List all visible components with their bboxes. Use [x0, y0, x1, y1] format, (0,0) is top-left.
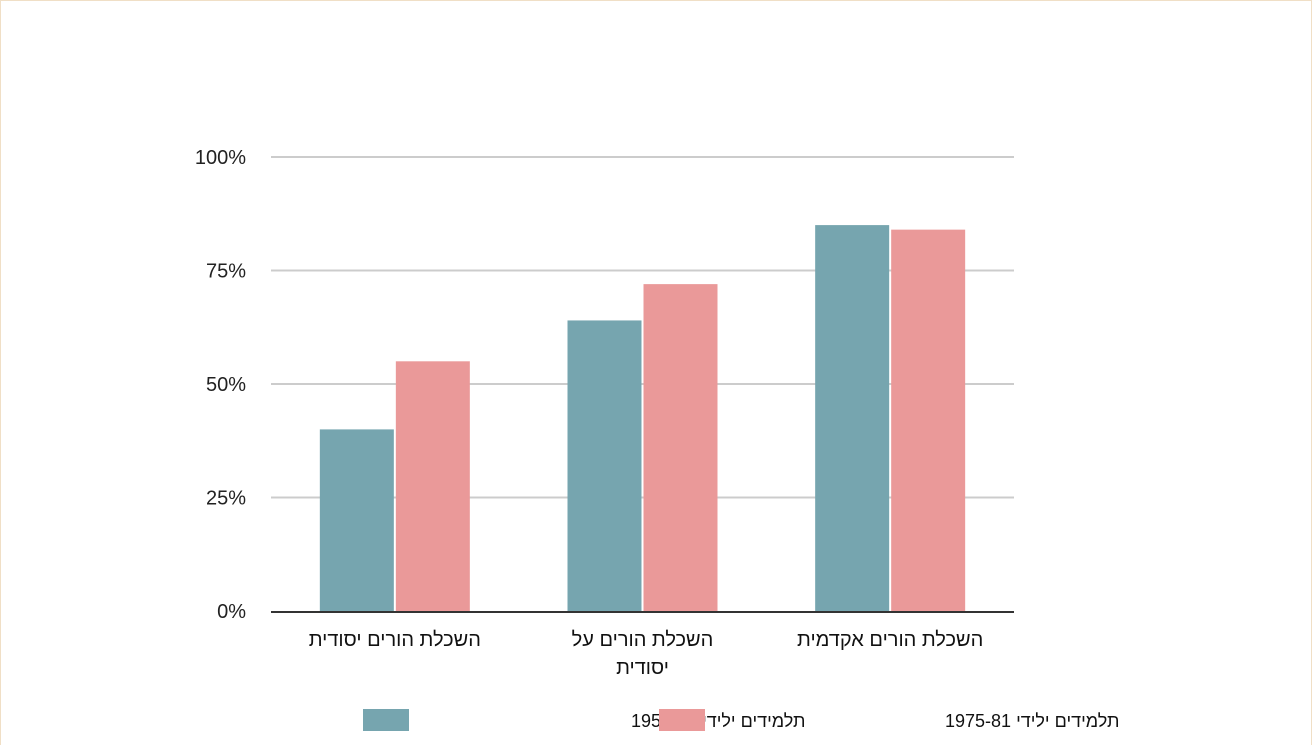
y-tick-label: 75% — [206, 261, 246, 283]
bars — [319, 225, 966, 611]
x-category-label: השכלת הורים אקדמית — [797, 629, 983, 651]
legend: תלמידים ילידי 1955-59 תלמידים ילידי 1975-… — [363, 709, 1119, 731]
legend-swatch — [659, 709, 705, 731]
bar — [567, 320, 642, 611]
bar — [815, 225, 890, 611]
y-tick-label: 0% — [217, 601, 246, 623]
y-tick-label: 50% — [206, 374, 246, 396]
bar — [395, 361, 470, 611]
y-tick-label: 25% — [206, 488, 246, 510]
bar — [643, 284, 718, 611]
bar — [891, 229, 966, 611]
legend-swatch — [363, 709, 409, 731]
y-tick-label: 100% — [195, 147, 246, 169]
x-category-label: השכלת הורים יסודית — [309, 629, 481, 651]
bar — [319, 429, 394, 611]
x-category-label: יסודית — [616, 657, 669, 679]
legend-label: תלמידים ילידי 1955-59 — [631, 711, 805, 731]
y-axis-ticks: 0% 25% 50% 75% 100% — [195, 147, 246, 623]
x-category-label: השכלת הורים על — [572, 629, 714, 651]
category-labels: השכלת הורים יסודית השכלת הורים על יסודית הש… — [309, 629, 984, 679]
grid-lines — [271, 156, 1014, 499]
legend-label: תלמידים ילידי 1975-81 — [945, 711, 1119, 731]
